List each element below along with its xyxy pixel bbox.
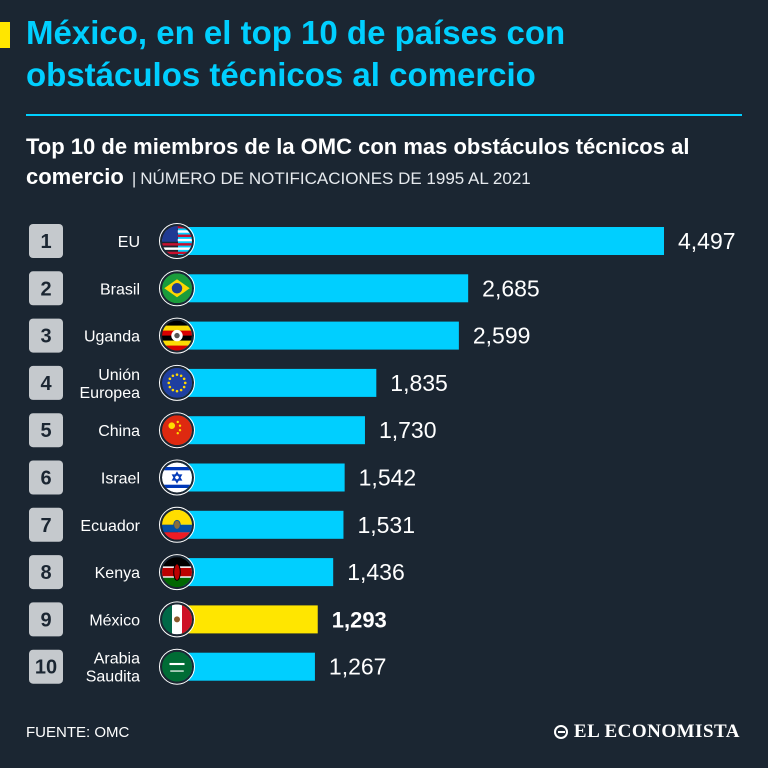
source-note: FUENTE: OMC xyxy=(26,724,130,741)
value-label: 2,685 xyxy=(482,275,540,301)
rank-box xyxy=(29,413,63,448)
rank-number: 2 xyxy=(40,278,51,300)
bar-row: 2 Brasil 2,685 xyxy=(29,270,540,307)
bar-row: 3 Uganda 2,599 xyxy=(29,317,531,354)
rank-number: 6 xyxy=(40,468,51,490)
rank-number: 9 xyxy=(40,609,51,631)
value-label: 1,835 xyxy=(390,370,448,396)
value-label: 1,730 xyxy=(379,417,437,443)
bar-row: 10 Arabia Saudita 1,267 xyxy=(29,648,387,686)
category-label: Uganda xyxy=(84,329,140,346)
rank-box xyxy=(29,224,63,258)
bar xyxy=(178,558,334,587)
category-label: Israel xyxy=(101,471,140,488)
value-label: 4,497 xyxy=(678,228,736,254)
subtitle-unit: NÚMERO DE NOTIFICACIONES DE 1995 AL 2021 xyxy=(140,169,531,188)
value-label: 1,267 xyxy=(329,654,387,680)
value-label: 1,293 xyxy=(332,607,387,632)
eu-flag-icon xyxy=(159,364,195,401)
bar xyxy=(178,321,459,350)
rank-number: 1 xyxy=(40,231,51,253)
page-title: México, en el top 10 de países con obstá… xyxy=(26,14,566,93)
accent-bar xyxy=(0,22,10,48)
rank-number: 7 xyxy=(40,515,51,537)
israel-flag-icon xyxy=(159,459,195,496)
bar-row: 6 Israel 1,542 xyxy=(29,459,417,496)
value-label: 1,542 xyxy=(359,465,417,491)
category-label: Arabia Saudita xyxy=(86,651,140,686)
category-label: Kenya xyxy=(95,565,140,582)
chart-subtitle: Top 10 de miembros de la OMC con mas obs… xyxy=(26,132,746,194)
logo-text: EL ECONOMISTA xyxy=(573,721,740,742)
bar xyxy=(178,416,365,445)
rank-number: 8 xyxy=(40,562,51,584)
bar-highlight xyxy=(178,605,318,634)
category-label: EU xyxy=(118,234,140,251)
category-label: Unión Europea xyxy=(80,367,141,402)
bar xyxy=(178,463,345,492)
bar-row: 1 EU 4,497 xyxy=(29,223,736,259)
uganda-flag-icon xyxy=(159,317,195,354)
rank-number: 10 xyxy=(35,657,57,679)
bar xyxy=(178,510,344,539)
bar-row: 8 Kenya 1,436 xyxy=(29,554,405,591)
value-label: 1,531 xyxy=(357,512,415,538)
rank-number: 4 xyxy=(40,373,52,395)
category-label: México xyxy=(89,612,140,629)
rank-number: 5 xyxy=(40,420,51,442)
bar xyxy=(178,227,664,255)
bar-row: 4 Unión Europea 1,835 xyxy=(29,364,448,402)
rank-box xyxy=(29,365,63,400)
bar xyxy=(178,274,469,303)
bar xyxy=(178,368,377,397)
rank-box xyxy=(29,460,63,495)
saudi-arabia-flag-icon xyxy=(159,648,195,685)
rank-box xyxy=(29,271,63,306)
rank-box xyxy=(29,507,63,542)
rank-box xyxy=(29,318,63,353)
bar xyxy=(178,652,315,681)
rank-number: 3 xyxy=(40,326,51,348)
ecuador-flag-icon xyxy=(159,506,195,543)
value-label: 2,599 xyxy=(473,323,531,349)
subtitle-separator: | xyxy=(131,169,137,188)
category-label: Brasil xyxy=(100,281,140,298)
value-label: 1,436 xyxy=(347,559,405,585)
logo-icon xyxy=(553,725,568,739)
bar-row: 9 México 1,293 xyxy=(29,601,387,638)
subtitle-main: Top 10 de miembros de la OMC con mas obs… xyxy=(26,134,690,189)
china-flag-icon xyxy=(159,412,195,449)
rank-box xyxy=(29,555,63,590)
us-flag-icon xyxy=(159,223,195,259)
bar-row: 5 China 1,730 xyxy=(29,412,437,449)
category-label: Ecuador xyxy=(80,518,140,535)
mexico-flag-icon xyxy=(159,601,195,638)
category-label: China xyxy=(98,423,140,440)
rank-box xyxy=(29,602,63,637)
divider xyxy=(26,114,742,116)
brazil-flag-icon xyxy=(159,270,195,307)
publisher-logo: EL ECONOMISTA xyxy=(553,721,740,743)
bar-row: 7 Ecuador 1,531 xyxy=(29,506,415,543)
kenya-flag-icon xyxy=(159,554,195,591)
rank-box xyxy=(29,649,63,684)
